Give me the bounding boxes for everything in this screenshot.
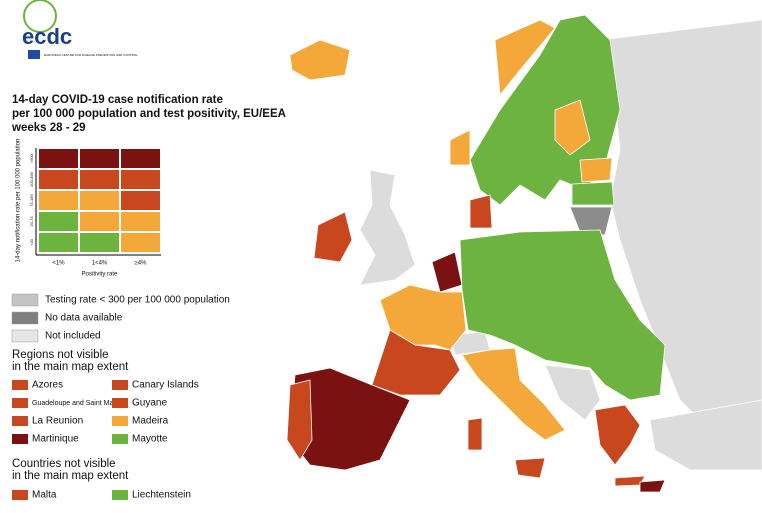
region-swatch — [112, 380, 128, 390]
matrix-cell — [121, 191, 160, 210]
legend-swatch — [11, 311, 39, 325]
legend-label: Testing rate < 300 per 100 000 populatio… — [45, 295, 230, 306]
uk — [359, 169, 416, 286]
countries-heading: Countries not visible — [12, 458, 116, 470]
regions-heading: Regions not visible — [12, 349, 109, 361]
matrix-x-label: Positivity rate — [82, 272, 118, 278]
matrix-cell — [121, 149, 160, 168]
matrix-y-tick: <20 — [29, 238, 34, 246]
region-label: Canary Islands — [132, 380, 199, 391]
region-swatch — [12, 380, 28, 390]
matrix-y-tick: 200-499 — [29, 171, 34, 186]
matrix-cell — [121, 170, 160, 189]
region-swatch — [112, 398, 128, 408]
map — [286, 14, 762, 493]
balkans-non-eu — [544, 364, 601, 421]
country-label: Liechtenstein — [132, 490, 191, 501]
matrix-y-tick: 20-74 — [29, 216, 34, 227]
logo: ecdc — [22, 24, 72, 49]
region-swatch — [12, 398, 28, 408]
region-label: Guyane — [132, 398, 167, 409]
region-swatch — [112, 434, 128, 444]
denmark — [469, 194, 493, 229]
greece — [594, 404, 641, 466]
region-label: Guadeloupe and Saint Martin — [32, 400, 123, 407]
estonia — [579, 157, 613, 183]
regions-heading: in the main map extent — [12, 361, 129, 373]
title: per 100 000 population and test positivi… — [12, 108, 286, 120]
matrix-cell — [39, 212, 78, 231]
region-swatch — [12, 416, 28, 426]
country-swatch — [12, 490, 28, 500]
region-label: Azores — [32, 380, 63, 391]
legend-swatch — [11, 293, 39, 307]
non-eu — [599, 19, 762, 421]
eu-flag — [28, 50, 40, 59]
matrix-y-tick: >500 — [29, 153, 34, 163]
region-label: Mayotte — [132, 434, 168, 445]
legend-label: Not included — [45, 331, 101, 342]
central-europe — [459, 229, 666, 401]
region-swatch — [12, 434, 28, 444]
matrix-cell — [80, 170, 119, 189]
country-label: Malta — [32, 490, 57, 501]
norway-south — [449, 129, 471, 166]
matrix-cell — [39, 149, 78, 168]
matrix-cell — [121, 212, 160, 231]
title: 14-day COVID-19 case notification rate — [12, 94, 223, 106]
turkey — [649, 399, 762, 471]
logo-globe — [23, 0, 57, 33]
matrix-cell — [39, 233, 78, 252]
benelux — [431, 251, 463, 293]
matrix-y-tick: 75-199 — [29, 194, 34, 207]
sweden-orange — [554, 99, 591, 156]
ireland — [313, 211, 353, 263]
italy — [461, 347, 566, 441]
portugal — [286, 379, 313, 461]
matrix-x-tick: <1% — [52, 261, 65, 267]
cyprus — [639, 479, 666, 493]
norway-orange — [494, 19, 556, 97]
latvia — [571, 181, 615, 206]
iceland — [289, 39, 351, 81]
sardinia — [467, 417, 483, 451]
legend-label: No data available — [45, 313, 123, 324]
matrix-cell — [121, 233, 160, 252]
country-swatch — [112, 490, 128, 500]
lithuania — [569, 206, 613, 236]
matrix-cell — [39, 170, 78, 189]
matrix-cell — [80, 149, 119, 168]
sicily — [514, 457, 546, 479]
agency: EUROPEAN CENTRE FOR DISEASE PREVENTION A… — [44, 53, 138, 57]
matrix-cell — [80, 233, 119, 252]
region-label: Martinique — [32, 434, 79, 445]
region-swatch — [112, 416, 128, 426]
matrix-cell — [80, 212, 119, 231]
matrix-x-tick: ≥4% — [135, 261, 148, 267]
matrix-cell — [39, 191, 78, 210]
legend-swatch — [11, 329, 39, 343]
title: weeks 28 - 29 — [11, 122, 86, 134]
matrix-cell — [80, 191, 119, 210]
region-label: Madeira — [132, 416, 169, 427]
countries-heading: in the main map extent — [12, 470, 129, 482]
matrix-y-label: 14-day notification rate per 100 000 pop… — [16, 139, 22, 263]
matrix-x-tick: 1<4% — [92, 261, 108, 267]
region-label: La Reunion — [32, 416, 83, 427]
